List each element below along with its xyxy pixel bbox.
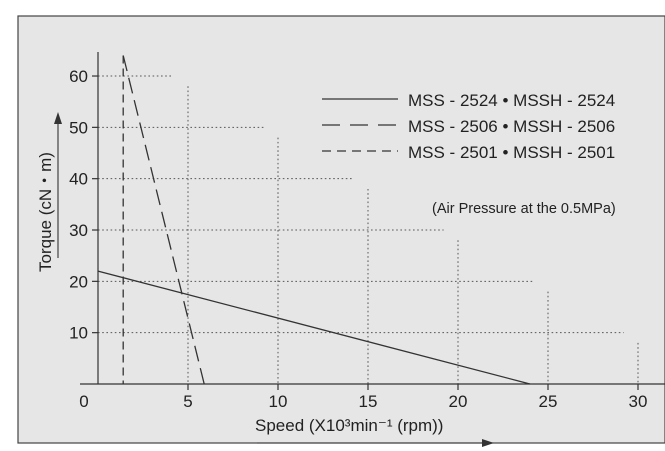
legend-label: MSS - 2506 • MSSH - 2506 bbox=[408, 117, 615, 136]
x-tick-label: 15 bbox=[359, 392, 378, 411]
x-tick-label: 25 bbox=[539, 392, 558, 411]
y-tick-label: 10 bbox=[69, 324, 88, 343]
y-tick-label: 60 bbox=[69, 67, 88, 86]
y-tick-label: 50 bbox=[69, 118, 88, 137]
series bbox=[97, 55, 531, 385]
legend-label: MSS - 2501 • MSSH - 2501 bbox=[408, 143, 615, 162]
y-ticks: 10 20 30 40 50 60 bbox=[69, 67, 98, 343]
series-line-2 bbox=[122, 55, 205, 385]
x-axis-arrow-head bbox=[482, 439, 494, 447]
x-axis-label: Speed (X10³min⁻¹ (rpm)) bbox=[255, 416, 443, 435]
x-tick-label: 0 bbox=[79, 392, 88, 411]
y-axis-arrow-head bbox=[54, 112, 62, 124]
x-tick-label: 30 bbox=[629, 392, 648, 411]
y-tick-label: 30 bbox=[69, 221, 88, 240]
y-axis-label-group: Torque (cN・m) bbox=[36, 112, 62, 272]
x-tick-label: 5 bbox=[183, 392, 192, 411]
series-line-1 bbox=[97, 270, 531, 385]
y-axis-label: Torque (cN・m) bbox=[36, 152, 55, 272]
air-pressure-note: (Air Pressure at the 0.5MPa) bbox=[432, 201, 616, 217]
legend: MSS - 2524 • MSSH - 2524 MSS - 2506 • MSS… bbox=[322, 91, 615, 162]
y-tick-label: 20 bbox=[69, 272, 88, 291]
x-tick-label: 20 bbox=[449, 392, 468, 411]
x-tick-label: 10 bbox=[269, 392, 288, 411]
grid bbox=[98, 75, 639, 384]
x-ticks: 0 5 10 15 20 25 30 bbox=[79, 384, 647, 411]
x-axis-label-group: Speed (X10³min⁻¹ (rpm)) bbox=[255, 416, 494, 447]
legend-label: MSS - 2524 • MSSH - 2524 bbox=[408, 91, 615, 110]
y-tick-label: 40 bbox=[69, 170, 88, 189]
plot-background bbox=[17, 15, 665, 444]
